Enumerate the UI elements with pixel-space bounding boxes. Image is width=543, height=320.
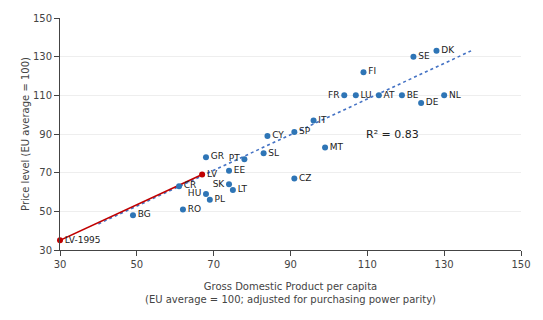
svg-text:50: 50: [130, 259, 143, 270]
svg-text:PT: PT: [229, 153, 240, 163]
svg-text:LV-1995: LV-1995: [65, 235, 101, 245]
svg-text:SP: SP: [299, 126, 311, 136]
svg-text:IT: IT: [318, 115, 327, 125]
svg-text:30: 30: [54, 259, 67, 270]
svg-text:CZ: CZ: [299, 173, 311, 183]
svg-text:150: 150: [511, 259, 530, 270]
svg-text:RO: RO: [188, 204, 201, 214]
svg-text:R² = 0.83: R² = 0.83: [366, 128, 419, 141]
svg-text:70: 70: [39, 167, 52, 178]
svg-text:LV: LV: [207, 169, 218, 179]
svg-text:90: 90: [39, 129, 52, 140]
svg-text:HU: HU: [188, 188, 201, 198]
svg-text:DE: DE: [426, 97, 439, 107]
svg-text:PL: PL: [215, 194, 225, 204]
svg-text:SL: SL: [268, 148, 279, 158]
svg-text:Price level (EU average = 100): Price level (EU average = 100): [20, 57, 31, 211]
svg-text:50: 50: [39, 206, 52, 217]
svg-text:150: 150: [33, 13, 52, 24]
svg-text:SK: SK: [213, 179, 226, 189]
svg-text:EE: EE: [234, 165, 246, 175]
svg-text:FI: FI: [368, 66, 376, 76]
svg-text:BG: BG: [138, 209, 151, 219]
svg-text:30: 30: [39, 245, 52, 256]
svg-text:90: 90: [284, 259, 297, 270]
svg-text:130: 130: [33, 51, 52, 62]
svg-text:70: 70: [207, 259, 220, 270]
svg-text:AT: AT: [384, 90, 395, 100]
svg-text:110: 110: [33, 90, 52, 101]
svg-text:FR: FR: [328, 90, 339, 100]
svg-text:130: 130: [435, 259, 454, 270]
svg-text:Gross Domestic Product per cap: Gross Domestic Product per capita(EU ave…: [145, 281, 436, 305]
svg-text:CY: CY: [272, 130, 284, 140]
svg-text:GR: GR: [211, 151, 224, 161]
svg-text:BE: BE: [407, 90, 419, 100]
svg-text:DK: DK: [441, 45, 455, 55]
svg-text:110: 110: [358, 259, 377, 270]
svg-text:LU: LU: [361, 90, 372, 100]
svg-text:MT: MT: [330, 142, 344, 152]
svg-text:LT: LT: [238, 184, 248, 194]
svg-text:NL: NL: [449, 90, 461, 100]
svg-text:CR: CR: [184, 180, 197, 190]
svg-text:SE: SE: [418, 51, 430, 61]
